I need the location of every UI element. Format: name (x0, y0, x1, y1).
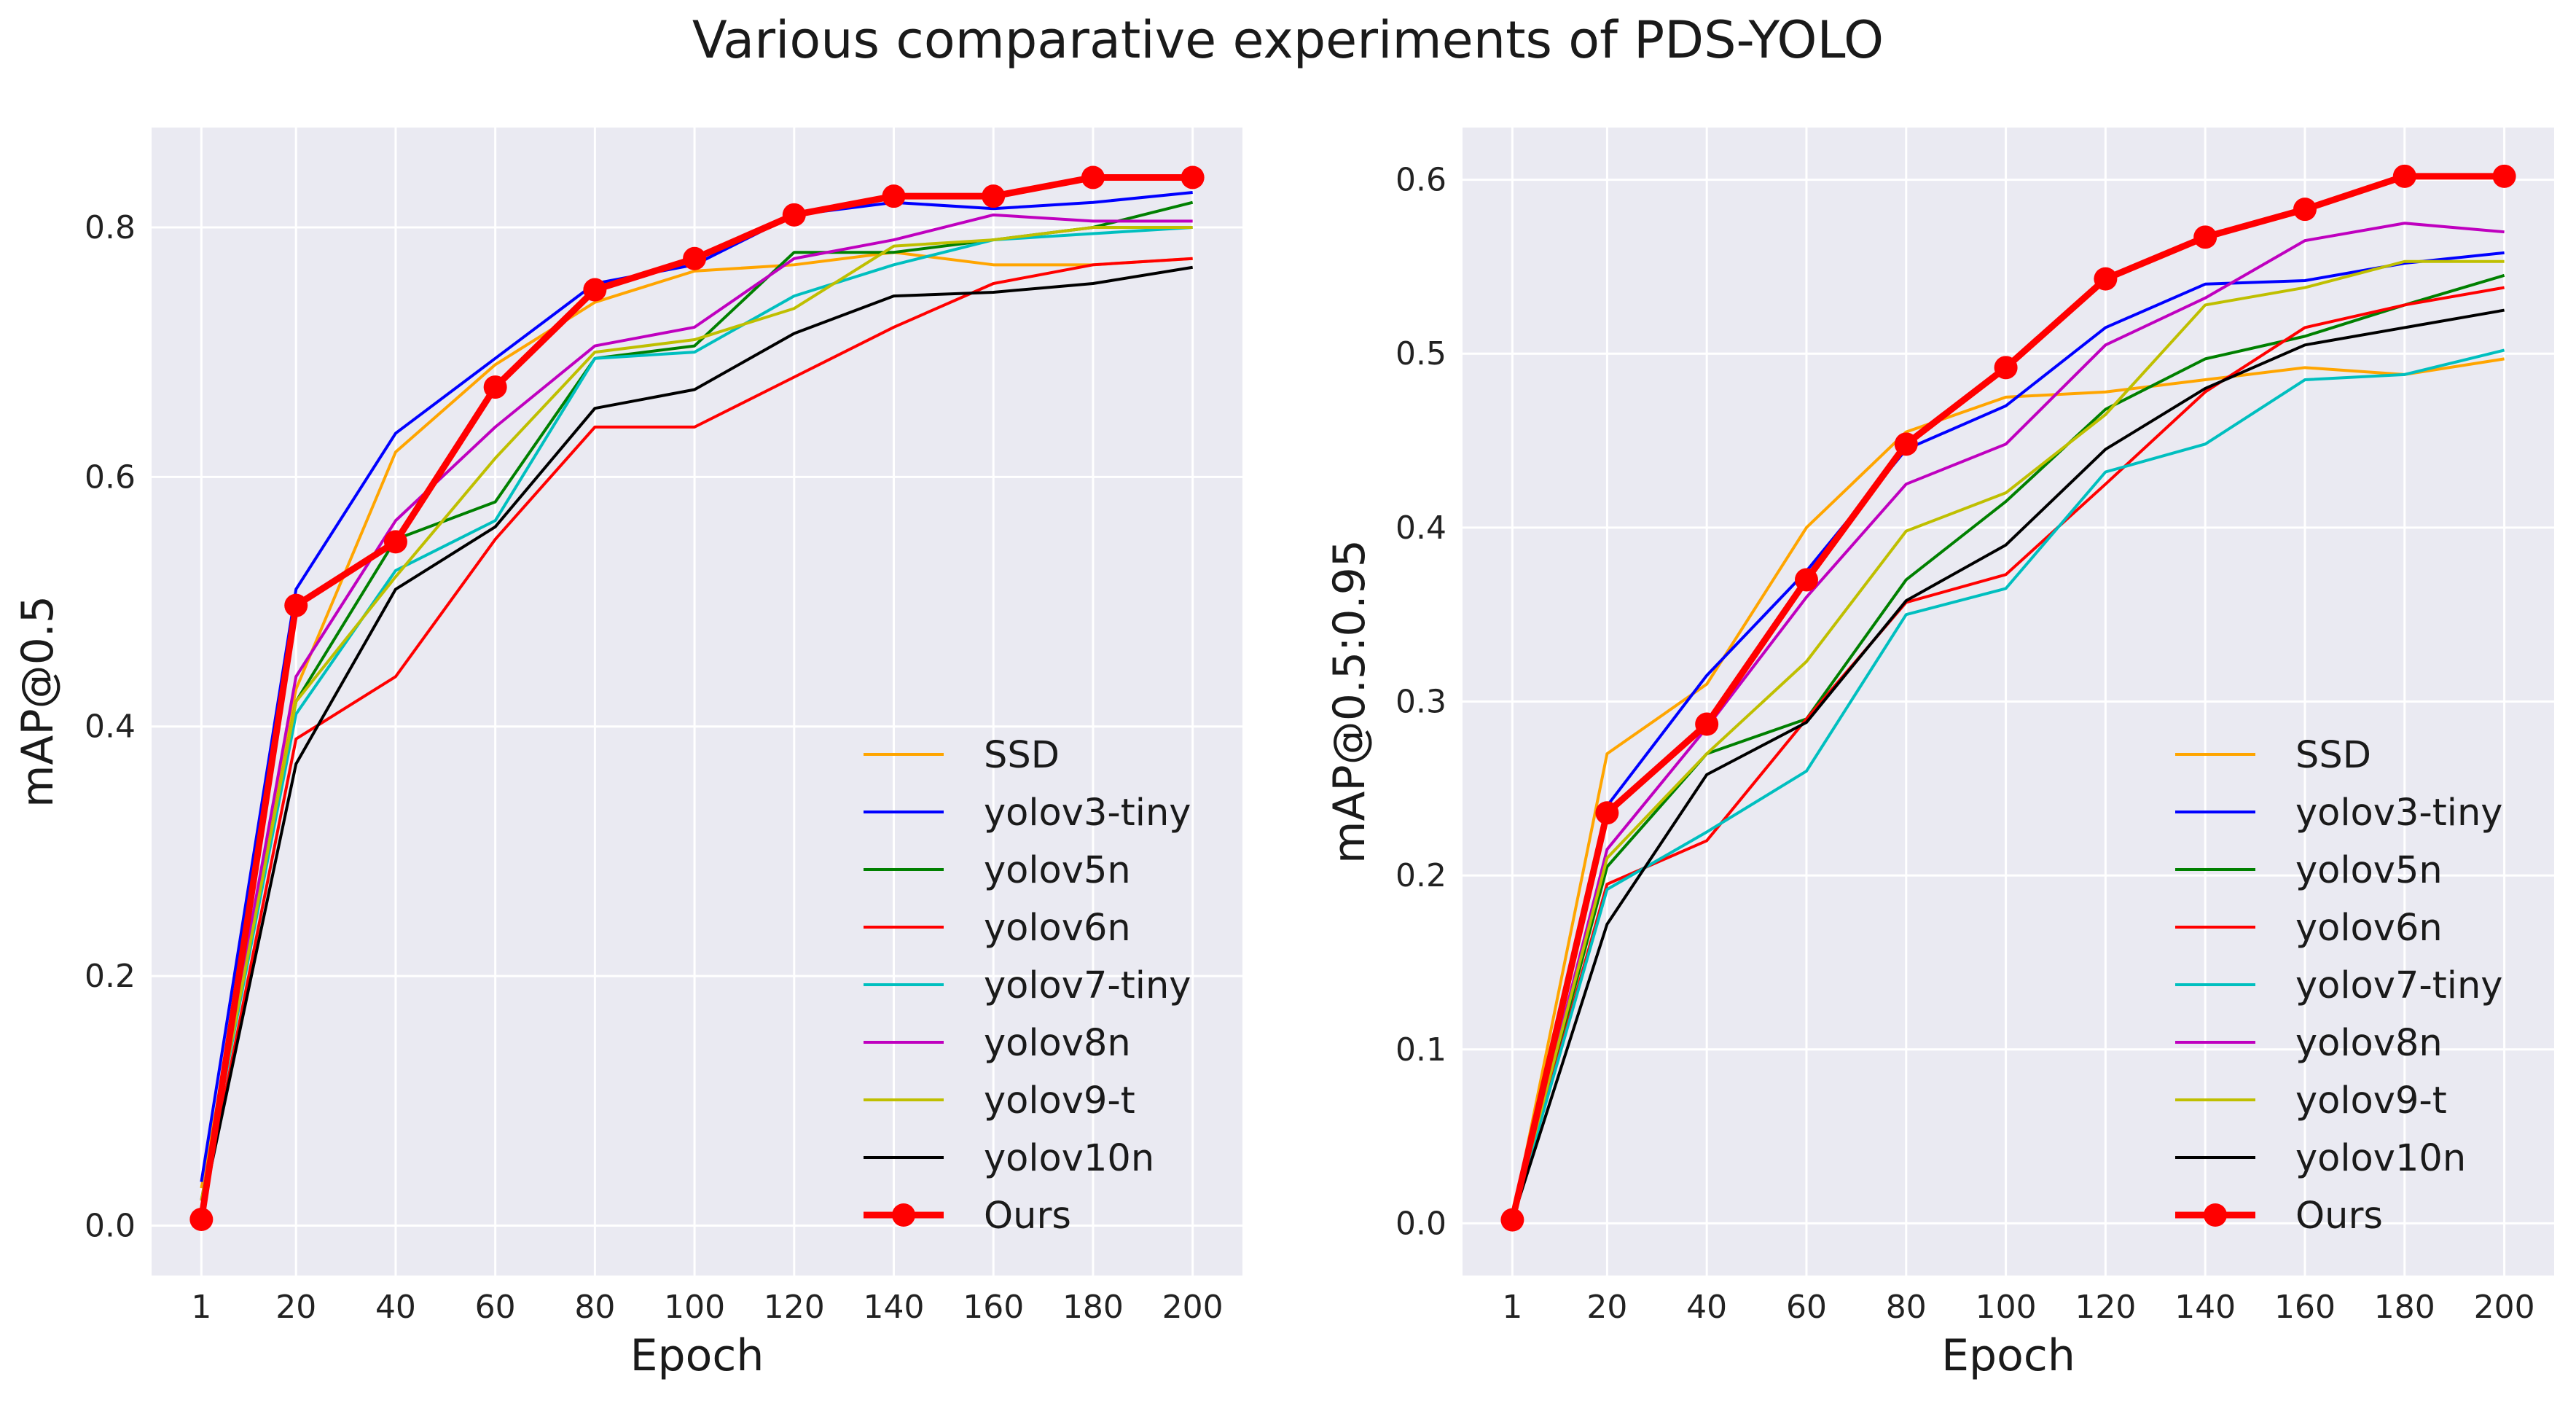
legend-label: yolov10n (984, 1137, 1154, 1180)
legend-label: yolov8n (2295, 1022, 2443, 1065)
x-tick-label: 1 (191, 1289, 211, 1326)
x-tick-label: 20 (1586, 1289, 1627, 1326)
x-tick-label: 60 (475, 1289, 516, 1326)
legend-label: yolov7-tiny (984, 964, 1191, 1007)
data-point-ours (483, 375, 507, 399)
series-line-yolov8n (1511, 222, 2505, 1221)
x-axis-label: Epoch (630, 1330, 764, 1381)
series-line-yolov8n (200, 213, 1193, 1201)
chart-map50-95: 1 20 40 60 80 100 120 140 160 180 2000.00.10.20.30… (1324, 128, 2554, 1381)
series-line-ssd (1511, 357, 2505, 1221)
x-tick-label: 1 (1502, 1289, 1522, 1326)
x-tick-label: 20 (275, 1289, 316, 1326)
legend-label: yolov7-tiny (2295, 964, 2502, 1007)
legend-marker (2204, 1203, 2227, 1227)
x-tick-label: 120 (2075, 1289, 2136, 1326)
data-point-ours (2193, 225, 2217, 249)
x-tick-label: 80 (574, 1289, 615, 1326)
series-line-yolov5n (1511, 273, 2505, 1221)
data-point-ours (583, 278, 607, 302)
data-point-ours (1695, 712, 1719, 736)
x-tick-label: 80 (1886, 1289, 1927, 1326)
y-tick-label: 0.6 (1395, 162, 1446, 199)
legend-label: yolov3-tiny (2295, 792, 2502, 835)
y-tick-label: 0.2 (1395, 857, 1446, 894)
x-tick-label: 60 (1786, 1289, 1827, 1326)
legend-label: yolov6n (984, 907, 1131, 950)
series-line-yolov9-t (200, 225, 1193, 1201)
legend-marker (892, 1203, 915, 1227)
legend-label: yolov6n (2295, 907, 2443, 950)
data-point-ours (782, 203, 806, 227)
series-line-yolov7-tiny (1511, 348, 2505, 1221)
data-point-ours (383, 530, 407, 554)
legend-label: yolov10n (2295, 1137, 2466, 1180)
data-point-ours (1595, 801, 1619, 825)
data-point-ours (2094, 267, 2118, 291)
plot-background (152, 128, 1242, 1276)
y-tick-label: 0.5 (1395, 335, 1446, 372)
y-tick-label: 0.0 (1395, 1205, 1446, 1242)
legend-label: SSD (2295, 734, 2371, 777)
x-tick-label: 40 (375, 1289, 416, 1326)
series-line-ssd (200, 251, 1193, 1189)
x-tick-label: 200 (1162, 1289, 1224, 1326)
x-tick-label: 120 (764, 1289, 825, 1326)
x-tick-label: 160 (2274, 1289, 2336, 1326)
data-point-ours (189, 1207, 214, 1231)
y-tick-label: 0.6 (85, 458, 136, 496)
legend-label: Ours (984, 1195, 1071, 1238)
legend-label: yolov5n (984, 849, 1131, 892)
chart-map50: 1 20 40 60 80 100 120 140 160 180 2000.00.20.40.60… (12, 128, 1242, 1381)
y-axis-label: mAP@0.5 (12, 595, 63, 808)
y-tick-label: 0.0 (85, 1208, 136, 1245)
legend-label: yolov8n (984, 1022, 1131, 1065)
data-point-ours (2293, 198, 2317, 222)
y-tick-label: 0.8 (85, 209, 136, 246)
data-point-ours (1500, 1208, 1524, 1232)
x-tick-label: 140 (2174, 1289, 2236, 1326)
y-tick-label: 0.4 (1395, 509, 1446, 547)
data-point-ours (1081, 165, 1105, 190)
legend-label: Ours (2295, 1195, 2383, 1238)
x-axis-label: Epoch (1941, 1330, 2075, 1381)
data-point-ours (683, 246, 707, 270)
x-tick-label: 100 (1976, 1289, 2037, 1326)
y-tick-label: 0.1 (1395, 1031, 1446, 1069)
series-line-yolov9-t (1511, 259, 2505, 1221)
x-tick-label: 160 (963, 1289, 1024, 1326)
x-tick-label: 100 (664, 1289, 725, 1326)
y-axis-label: mAP@0.5:0.95 (1324, 539, 1375, 864)
x-tick-label: 180 (1062, 1289, 1124, 1326)
figure-title: Various comparative experiments of PDS-Y… (692, 10, 1884, 70)
x-tick-label: 140 (864, 1289, 925, 1326)
legend-label: yolov9-t (984, 1079, 1135, 1122)
data-point-ours (284, 593, 308, 617)
series-line-yolov10n (1511, 308, 2505, 1221)
data-point-ours (2492, 164, 2516, 188)
series-line-yolov3-tiny (1511, 251, 2505, 1221)
series-line-yolov6n (200, 257, 1193, 1214)
legend-label: yolov3-tiny (984, 792, 1191, 835)
legend-label: SSD (984, 734, 1060, 777)
data-point-ours (882, 184, 906, 208)
x-tick-label: 180 (2374, 1289, 2435, 1326)
x-tick-label: 200 (2474, 1289, 2535, 1326)
y-tick-label: 0.2 (85, 958, 136, 995)
y-tick-label: 0.4 (85, 708, 136, 746)
data-point-ours (982, 184, 1006, 208)
legend-label: yolov9-t (2295, 1079, 2447, 1122)
series-line-yolov6n (1511, 286, 2505, 1221)
series-line-yolov10n (200, 265, 1193, 1214)
data-point-ours (1994, 356, 2018, 380)
data-point-ours (2392, 164, 2416, 188)
y-tick-label: 0.3 (1395, 684, 1446, 721)
data-point-ours (1794, 568, 1818, 592)
legend-label: yolov5n (2295, 849, 2443, 892)
x-tick-label: 40 (1686, 1289, 1727, 1326)
data-point-ours (1894, 432, 1918, 456)
data-point-ours (1181, 165, 1205, 190)
